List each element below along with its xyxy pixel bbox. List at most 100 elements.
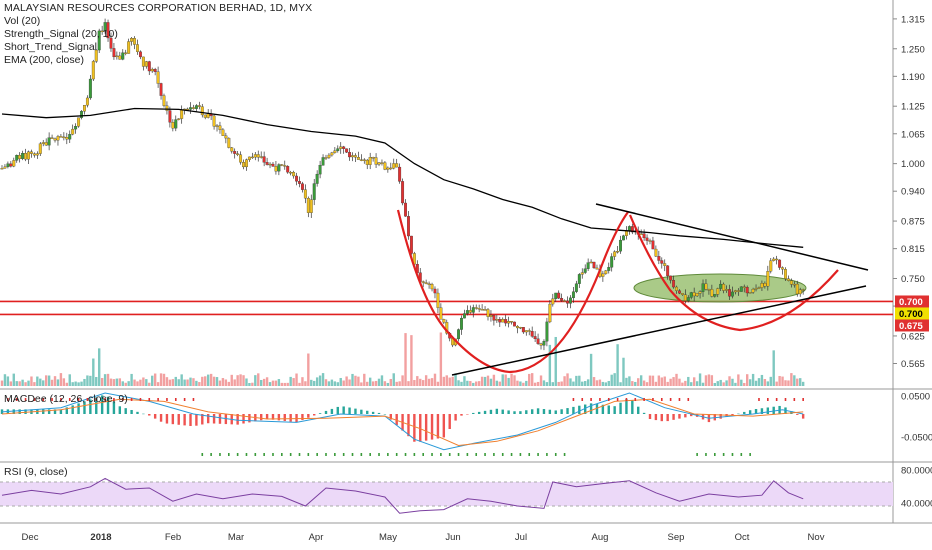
macd-histogram-bar <box>24 409 27 414</box>
candle-body <box>701 283 705 292</box>
candle-body <box>748 292 752 294</box>
macd-histogram-bar <box>578 405 581 414</box>
candle <box>583 264 587 275</box>
macd-histogram-bar <box>801 414 805 419</box>
candle <box>731 286 734 299</box>
signal-dot <box>696 453 698 456</box>
candle <box>74 123 78 134</box>
candle <box>798 287 802 297</box>
candle-body <box>462 313 466 319</box>
candle <box>247 156 251 162</box>
signal-dot <box>634 398 637 401</box>
volume-bar <box>716 381 719 386</box>
candle <box>516 325 519 334</box>
volume-bar <box>545 382 549 386</box>
candle <box>283 160 287 170</box>
signal-dot <box>289 453 292 456</box>
candle <box>577 273 581 288</box>
candle <box>159 82 163 100</box>
candle <box>150 67 154 73</box>
volume-bar <box>103 374 107 386</box>
signal-dot <box>228 453 230 456</box>
volume-bar <box>572 381 575 386</box>
candle <box>103 18 107 34</box>
candle <box>303 184 307 204</box>
macd-histogram-bar <box>354 408 357 414</box>
signal-dot <box>378 453 380 456</box>
volume-bar <box>737 374 740 386</box>
candle-body <box>138 51 142 58</box>
macd-histogram-bar <box>731 414 734 416</box>
volume-bar <box>719 379 722 386</box>
candle <box>533 331 537 343</box>
volume-bar <box>542 380 546 386</box>
candle-body <box>468 310 472 313</box>
macd-line <box>1 392 804 451</box>
macd-histogram-bar <box>89 399 92 414</box>
rsi-legend: RSI (9, close) <box>4 466 68 478</box>
signal-dot <box>15 398 18 401</box>
candle <box>144 60 148 69</box>
signal-dot <box>113 398 115 401</box>
candle <box>589 259 593 264</box>
volume-bar <box>165 377 169 386</box>
volume-bar <box>607 380 610 386</box>
candle-body <box>707 289 711 291</box>
volume-bar <box>498 381 501 386</box>
candle <box>722 282 726 294</box>
candle <box>351 152 354 162</box>
signal-dot <box>130 398 133 401</box>
signal-dot <box>219 453 221 456</box>
candle <box>18 152 22 163</box>
volume-bar <box>239 374 242 386</box>
volume-bar <box>212 376 216 386</box>
candle <box>719 280 723 292</box>
candle-body <box>477 308 481 310</box>
candle-body <box>162 95 166 106</box>
candle <box>757 286 761 290</box>
candle-body <box>300 183 304 190</box>
y-tick-label: 0.940 <box>901 187 925 198</box>
macd-histogram-bar <box>601 404 605 414</box>
candle-body <box>433 288 437 294</box>
volume-bar <box>186 379 189 386</box>
candle <box>368 152 372 170</box>
candle <box>371 156 375 162</box>
volume-bar <box>639 375 643 386</box>
y-tick-label: 0.565 <box>901 359 925 370</box>
macd-histogram-bar <box>460 414 463 416</box>
volume-bar <box>386 382 390 386</box>
candle-body <box>695 293 699 297</box>
candle <box>309 194 313 218</box>
signal-dot <box>121 398 124 401</box>
candle-body <box>648 240 652 242</box>
x-tick-label: Feb <box>165 532 181 543</box>
volume-bar <box>33 382 36 386</box>
volume-bar <box>404 333 407 386</box>
x-tick-label: Mar <box>228 532 244 543</box>
candle-body <box>745 287 749 294</box>
volume-bar <box>410 335 413 386</box>
volume-bar <box>310 379 313 386</box>
candle-body <box>374 157 378 165</box>
candle <box>88 74 92 100</box>
macd-histogram-bar <box>796 414 799 415</box>
candle <box>574 280 578 294</box>
chart-title: MALAYSIAN RESOURCES CORPORATION BERHAD, … <box>4 2 313 14</box>
macd-histogram-bar <box>748 410 752 414</box>
candle-body <box>616 251 620 253</box>
candle <box>483 306 487 311</box>
volume-bar <box>625 377 628 386</box>
signal-dot <box>422 453 424 456</box>
signal-dot <box>519 453 522 456</box>
candle <box>622 234 625 241</box>
candle-body <box>533 336 537 339</box>
volume-bar <box>318 375 322 386</box>
volume-bar <box>483 376 487 386</box>
candle-body <box>365 159 369 165</box>
candle-body <box>62 136 66 139</box>
macd-histogram-bar <box>572 406 575 414</box>
volume-bar <box>162 373 166 386</box>
